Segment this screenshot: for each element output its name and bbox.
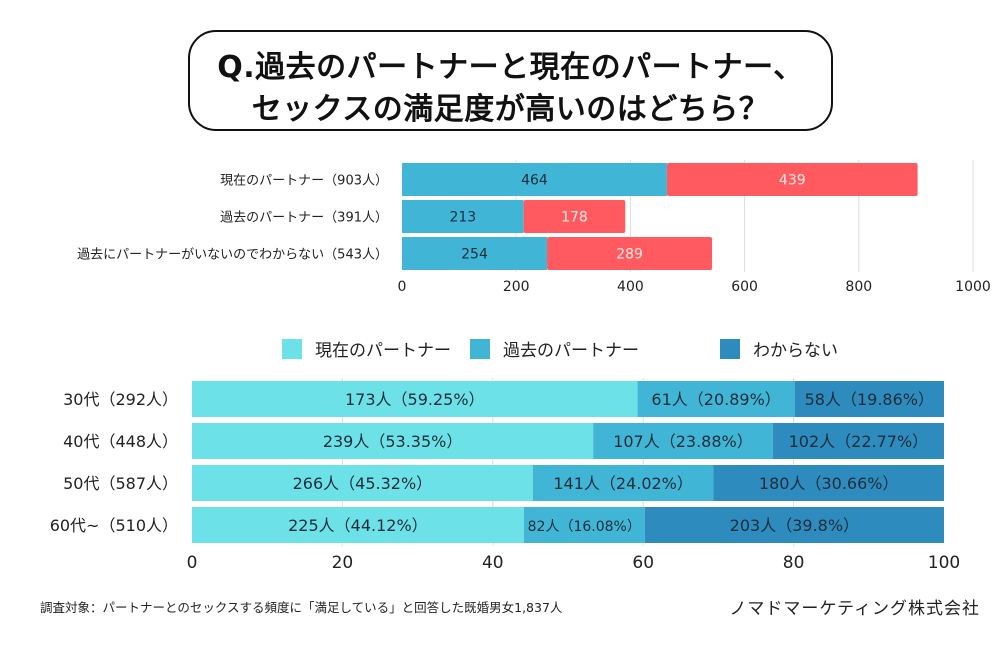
- title-line-2: セックスの満足度が高いのはどちら？: [251, 92, 770, 127]
- data-label: 439: [779, 173, 806, 189]
- data-label: 266人（45.32%）: [293, 474, 433, 493]
- data-label: 239人（53.35%）: [323, 432, 463, 451]
- data-label: 254: [461, 247, 488, 263]
- title-box: Q.過去のパートナーと現在のパートナー、 セックスの満足度が高いのはどちら？: [188, 30, 833, 131]
- data-label: 203人（39.8%）: [730, 516, 859, 535]
- legend-label: 現在のパートナー: [315, 341, 451, 361]
- x-tick-label: 600: [731, 279, 758, 295]
- data-label: 464: [521, 173, 548, 189]
- bar-segment: [402, 200, 524, 233]
- bar-segment: [666, 163, 918, 196]
- title-line-1: Q.過去のパートナーと現在のパートナー、: [217, 50, 804, 85]
- bar-segment: [192, 381, 638, 417]
- bar-segment: [192, 507, 524, 543]
- bar-segment: [794, 381, 944, 417]
- bar-segment: [772, 423, 944, 459]
- data-label: 141人（24.02%）: [553, 474, 693, 493]
- data-label: 107人（23.88%）: [613, 432, 753, 451]
- x-tick-label: 1000: [955, 279, 991, 295]
- data-label: 213: [449, 210, 476, 226]
- bar-segment: [644, 507, 944, 543]
- bar-segment: [713, 465, 944, 501]
- data-label: 102人（22.77%）: [789, 432, 929, 451]
- bar-segment: [523, 507, 645, 543]
- data-label: 82人（16.08%）: [528, 519, 641, 535]
- bar-segment: [402, 163, 667, 196]
- x-tick-label: 400: [617, 279, 644, 295]
- bar-segment: [192, 465, 533, 501]
- survey-footnote: 調査対象：パートナーとのセックスする頻度に「満足している」と回答した既婚男女1,…: [40, 600, 563, 615]
- bar-segment: [523, 200, 626, 233]
- category-label: 現在のパートナー（903人）: [220, 174, 388, 189]
- data-label: 178: [561, 210, 588, 226]
- legend-swatch: [720, 339, 740, 359]
- x-tick-label: 40: [482, 553, 504, 573]
- legend-label: 過去のパートナー: [503, 341, 639, 361]
- chart-partner-comparison: 0 200 400 600 800 1000 現在のパートナー（903人） 464 439 過去の…: [77, 160, 991, 295]
- bar-segment: [532, 465, 714, 501]
- x-tick-label: 200: [503, 279, 530, 295]
- bar-segment: [593, 423, 773, 459]
- company-name: ノマドマーケティング株式会社: [729, 599, 980, 619]
- x-tick-label: 60: [632, 553, 654, 573]
- x-tick-label: 80: [783, 553, 805, 573]
- category-label: 40代（448人）: [63, 432, 178, 451]
- bar-segment: [192, 423, 594, 459]
- category-label: 過去のパートナー（391人）: [220, 211, 388, 226]
- data-label: 61人（20.89%）: [651, 390, 780, 409]
- legend-swatch: [470, 339, 490, 359]
- bar-segment: [547, 237, 713, 270]
- x-tick-label: 0: [398, 279, 407, 295]
- bar-segment: [402, 237, 548, 270]
- legend-swatch: [282, 339, 302, 359]
- bar-segment: [637, 381, 795, 417]
- category-label: 50代（587人）: [63, 474, 178, 493]
- legend-label: わからない: [753, 341, 838, 361]
- category-label: 60代~（510人）: [50, 516, 178, 535]
- category-label: 過去にパートナーがいないのでわからない（543人）: [77, 248, 388, 263]
- data-label: 173人（59.25%）: [345, 390, 485, 409]
- x-tick-label: 0: [187, 553, 198, 573]
- data-label: 58人（19.86%）: [805, 390, 934, 409]
- x-tick-label: 800: [845, 279, 872, 295]
- chart-age-breakdown: 現在のパートナー 過去のパートナー わからない 0 20 40 60 80 100 30代（292…: [50, 339, 960, 573]
- data-label: 225人（44.12%）: [288, 516, 428, 535]
- x-tick-label: 100: [928, 553, 960, 573]
- data-label: 289: [616, 247, 643, 263]
- data-label: 180人（30.66%）: [759, 474, 899, 493]
- category-label: 30代（292人）: [63, 390, 178, 409]
- x-tick-label: 20: [332, 553, 354, 573]
